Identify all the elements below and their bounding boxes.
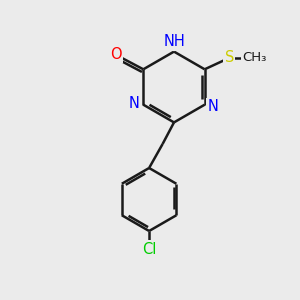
Text: Cl: Cl [142,242,156,256]
Text: S: S [225,50,234,65]
Text: N: N [128,96,139,111]
Text: O: O [110,47,122,62]
Text: N: N [208,99,218,114]
Text: NH: NH [164,34,185,50]
Text: CH₃: CH₃ [242,51,266,64]
